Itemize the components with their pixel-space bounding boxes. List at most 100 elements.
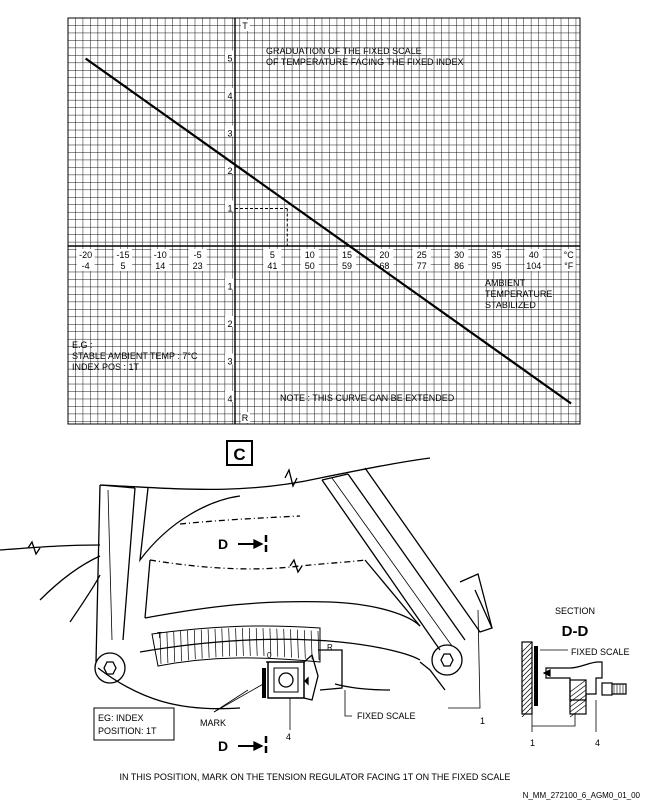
- label-backdrop: [524, 249, 543, 271]
- label-backdrop: [375, 249, 394, 271]
- hatch-line: [521, 666, 533, 678]
- x-tick-fahrenheit: 77: [417, 261, 427, 271]
- label-backdrop: [151, 249, 170, 271]
- scale-graduation: [317, 630, 320, 661]
- scale-t-label: T: [157, 631, 162, 640]
- right-pivot: [431, 644, 463, 676]
- left-web: [139, 487, 241, 563]
- x-tick-celsius: 30: [454, 250, 464, 260]
- ref1-leader: [448, 609, 481, 709]
- center-line-2: [179, 515, 301, 525]
- hatch-line: [569, 694, 587, 708]
- label-backdrop: [241, 20, 250, 31]
- sector-right: [364, 559, 421, 627]
- label-backdrop: [225, 163, 234, 174]
- right-arm-inner: [331, 477, 453, 647]
- section-knob-knurl: [613, 684, 624, 694]
- y-tick-below: 3: [227, 357, 232, 367]
- hatch-line: [521, 651, 533, 663]
- section-index-pointer-icon: [542, 669, 551, 677]
- label-backdrop: [225, 125, 234, 137]
- label-backdrop: [450, 249, 469, 271]
- index-block-inner: [273, 667, 299, 693]
- label-backdrop: [225, 316, 234, 327]
- chart-series: [84, 57, 572, 405]
- x-tick-fahrenheit: 14: [155, 261, 165, 271]
- fixed-scale-label: FIXED SCALE: [357, 711, 416, 721]
- scale-graduation: [214, 628, 217, 658]
- section-arrow-bottom-head-icon: [253, 740, 264, 752]
- scale-graduation: [173, 631, 176, 663]
- break-mark-3: [27, 540, 41, 556]
- x-tick-celsius: 20: [379, 250, 389, 260]
- hatch-line: [569, 689, 587, 703]
- series-line: [84, 57, 572, 405]
- section-ref1-label: 1: [530, 738, 535, 748]
- hatch-line: [521, 641, 533, 653]
- y-tick-above: 2: [227, 166, 232, 176]
- scale-graduation: [283, 628, 286, 658]
- label-backdrop: [338, 249, 357, 271]
- doc-ref: N_MM_272100_6_AGM0_01_00: [523, 791, 641, 800]
- lower-link: [97, 667, 241, 710]
- x-tick-celsius: 40: [529, 250, 539, 260]
- eg-box: [93, 707, 175, 741]
- scale-graduation: [235, 628, 237, 657]
- index-block: [267, 661, 305, 699]
- x-tick-celsius: 35: [491, 250, 501, 260]
- y-bottom-label: R: [242, 413, 249, 423]
- hatch-line: [569, 684, 587, 698]
- hatch-line: [521, 681, 533, 693]
- label-backdrop: [225, 391, 234, 402]
- x-tick-celsius: 5: [270, 250, 275, 260]
- sector-left: [144, 559, 151, 619]
- graduation-text-1: GRADUATION OF THE FIXED SCALE: [266, 46, 422, 56]
- eg-text-1: E.G :: [72, 340, 93, 350]
- scale-zero-label: 0: [267, 651, 272, 660]
- sector-inner-arc: [144, 600, 421, 627]
- scale-graduation: [290, 629, 292, 658]
- eg-box-text-1: EG: INDEX: [98, 713, 144, 723]
- ambient-text-2: TEMPERATURE: [485, 289, 552, 299]
- right-pivot-hex-icon: [440, 653, 454, 667]
- scale-graduation: [297, 629, 299, 659]
- label-backdrop: [241, 412, 250, 423]
- x-tick-fahrenheit: 50: [305, 261, 315, 271]
- note-text: NOTE : THIS CURVE CAN BE EXTENDED: [280, 393, 455, 403]
- x-tick-celsius: 10: [305, 250, 315, 260]
- label-backdrop: [225, 200, 234, 212]
- structure-curve-2: [69, 574, 101, 623]
- section-ref1-leader: [531, 714, 576, 732]
- scale-graduation: [242, 627, 244, 656]
- label-backdrop: [225, 353, 234, 365]
- section-knob: [601, 682, 613, 696]
- center-line: [149, 559, 366, 570]
- scale-graduation: [248, 627, 251, 656]
- scale-band: [151, 625, 321, 667]
- left-pivot: [94, 652, 126, 684]
- label-backdrop: [76, 249, 95, 271]
- scale-graduation: [303, 630, 306, 659]
- right-web: [364, 467, 493, 633]
- scale-graduation: [269, 628, 272, 657]
- x-unit-celsius: °C: [564, 250, 575, 260]
- section-view: [521, 641, 627, 732]
- x-tick-fahrenheit: 59: [342, 261, 352, 271]
- left-arm-top: [99, 484, 136, 489]
- section-hatching: [521, 641, 533, 718]
- label-backdrop: [113, 249, 132, 271]
- left-pivot-hex-icon: [103, 661, 117, 675]
- label-backdrop: [225, 88, 234, 99]
- section-ref4-label: 4: [595, 738, 600, 748]
- x-tick-celsius: -5: [194, 250, 202, 260]
- hatch-line: [569, 679, 587, 693]
- scale-graduation: [276, 628, 279, 657]
- tick-labels: -20-4-155-1014-5235411050155920682577308…: [76, 20, 576, 423]
- hatch-line: [521, 646, 533, 658]
- hatch-line: [521, 691, 533, 703]
- section-scale-strip: [534, 646, 538, 706]
- chart: -20-4-155-1014-5235411050155920682577308…: [67, 17, 581, 425]
- section-index-body: [545, 661, 603, 701]
- index-arrow-icon: [304, 676, 309, 686]
